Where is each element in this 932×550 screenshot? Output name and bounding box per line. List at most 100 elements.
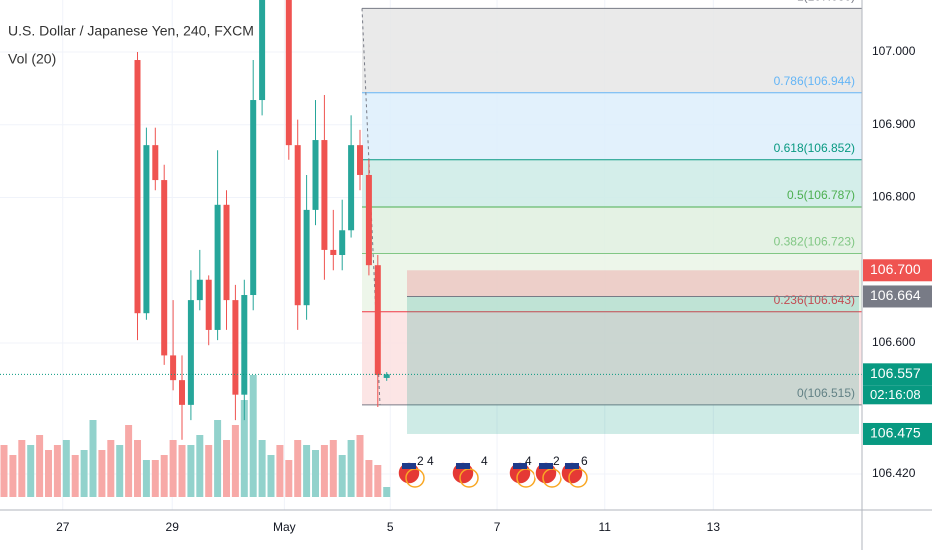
event-flag [565,463,579,469]
volume-bar [27,445,35,497]
volume-bar [134,440,142,497]
price-label: 106.700 [870,261,921,277]
x-tick-label: 27 [56,520,70,534]
volume-bar [347,440,355,497]
candle-body [134,60,141,314]
price-label-box [863,285,932,308]
fib-zone [362,8,862,93]
volume-bar [205,445,213,497]
volume-bar [320,445,328,497]
volume-bar [107,440,115,497]
fib-zone [362,311,862,405]
x-tick-label: 13 [707,520,721,534]
volume-bar [160,455,168,497]
candle-body [250,100,257,296]
volume-bar [365,460,373,497]
candle-body [383,374,390,378]
volume-bar [142,460,150,497]
volume-bar [9,455,17,497]
event-count: 4 [481,454,488,468]
candle-body [214,204,221,330]
volume-bar [0,445,8,497]
event-flag [402,463,416,469]
x-tick-label: 5 [387,520,394,534]
volume-bar [374,465,382,497]
fib-zone [362,206,862,254]
event-count: 4 [427,454,434,468]
volume-bar [71,455,79,497]
volume-bar [303,445,311,497]
event-flag [456,463,470,469]
volume-bar [187,445,195,497]
candle-body [223,204,230,301]
y-tick-label: 107.000 [872,44,916,58]
fib-label: 0.382(106.723) [774,235,855,249]
volume-bar [151,460,159,497]
volume-bar [62,440,70,497]
volume-bar [312,450,320,497]
volume-bar [276,445,284,497]
candle-body [196,279,203,301]
volume-bar [231,425,239,497]
volume-bar [383,487,391,497]
candle-body [365,174,372,266]
volume-bar [285,460,293,497]
volume-bar [240,400,248,497]
stop-zone [407,270,859,297]
candle-body [187,300,194,405]
y-tick-label: 106.600 [872,335,916,349]
candle-body [143,145,150,314]
fib-label: 0.5(106.787) [787,188,855,202]
fib-zone [362,253,862,312]
x-tick-label: 11 [599,520,612,534]
fib-zone [362,159,862,207]
candle-body [357,145,364,175]
price-label-box [863,259,932,282]
volume-bar [89,420,97,497]
volume-bar [53,445,61,497]
candle-body [330,249,337,255]
price-label-box [863,422,932,445]
fib-label: 0(106.515) [797,386,855,400]
fib-label: 0.618(106.852) [774,141,855,155]
volume-bar [196,435,204,497]
candle-body [312,140,319,210]
candle-body [303,209,310,306]
price-label: 106.475 [870,425,921,441]
event-count: 2 [417,454,424,468]
countdown: 02:16:08 [870,387,921,402]
volume-bar [223,440,231,497]
price-label-box [863,363,932,386]
fib-label: 1(107.060) [797,0,855,4]
volume-bar [116,445,124,497]
candle-body [179,380,186,405]
volume-bar [80,450,88,497]
y-tick-label: 106.800 [872,190,916,204]
candle-body [170,355,177,381]
candle-body [205,279,212,330]
event-flag [539,463,553,469]
candle-body [285,0,292,146]
volume-bar [249,375,257,497]
volume-bar [18,440,26,497]
volume-bar [329,440,337,497]
price-pane: 1(107.060) 0.786(106.944) 0.618(106.852) 0.… [0,0,862,510]
x-tick-label: 7 [494,520,501,534]
volume-bar [258,440,266,497]
price-label: 106.664 [870,287,921,303]
volume-bar [294,440,302,497]
volume-bar [178,445,186,497]
fib-zone [362,92,862,160]
volume-bar [267,455,275,497]
event-count: 4 [525,454,532,468]
candle-body [232,300,239,395]
candle-body [241,295,248,395]
volume-bar [356,435,364,497]
price-label: 106.557 [870,365,921,381]
event-count: 2 [553,454,560,468]
candle-body [152,145,159,181]
volume-bar [338,455,346,497]
volume-bar [125,425,133,497]
x-tick-label: 29 [166,520,180,534]
